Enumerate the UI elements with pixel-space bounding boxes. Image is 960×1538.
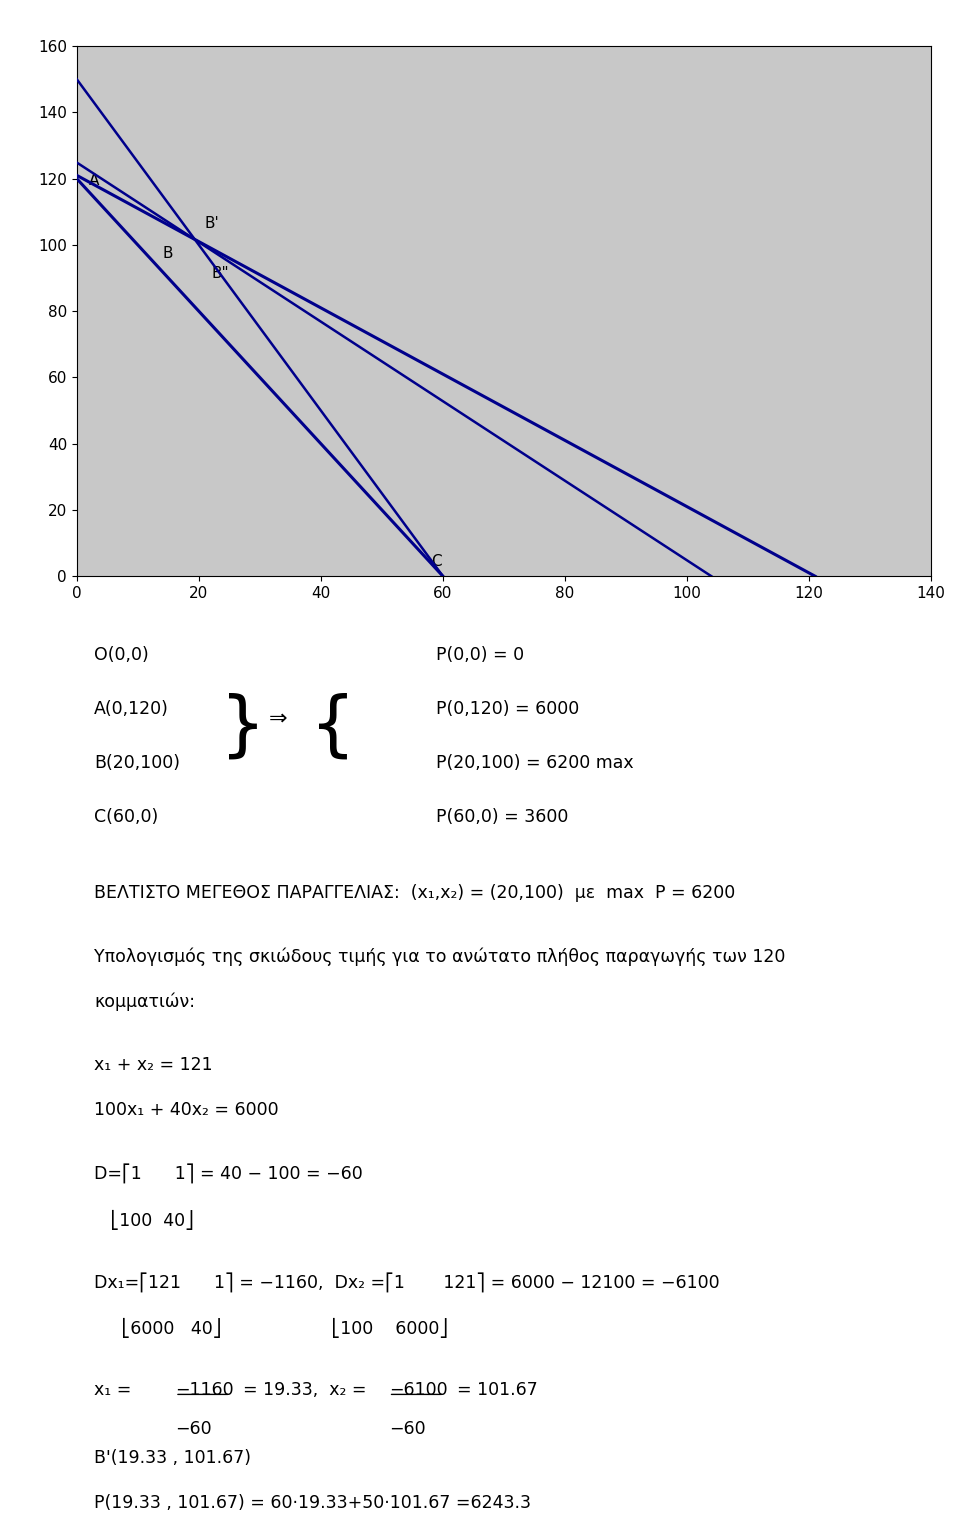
Text: Υπολογισμός της σκιώδους τιμής για το ανώτατο πλήθος παραγωγής των 120: Υπολογισμός της σκιώδους τιμής για το αν… (94, 947, 785, 966)
Text: ⇒: ⇒ (268, 707, 287, 727)
Text: −1160: −1160 (175, 1381, 233, 1400)
Text: D=⎡1      1⎤ = 40 − 100 = −60: D=⎡1 1⎤ = 40 − 100 = −60 (94, 1164, 363, 1184)
Text: {: { (310, 692, 356, 761)
Text: x₁ =: x₁ = (94, 1381, 132, 1400)
Text: 100x₁ + 40x₂ = 6000: 100x₁ + 40x₂ = 6000 (94, 1101, 278, 1120)
Text: B: B (162, 246, 173, 261)
Text: ⎣6000   40⎦                    ⎣100    6000⎦: ⎣6000 40⎦ ⎣100 6000⎦ (94, 1318, 448, 1338)
Text: C(60,0): C(60,0) (94, 809, 158, 826)
Text: −60: −60 (389, 1420, 425, 1438)
Text: ⎣100  40⎦: ⎣100 40⎦ (94, 1210, 194, 1230)
Text: }: } (221, 692, 266, 761)
Text: Dx₁=⎡121      1⎤ = −1160,  Dx₂ =⎡1       121⎤ = 6000 − 12100 = −6100: Dx₁=⎡121 1⎤ = −1160, Dx₂ =⎡1 121⎤ = 6000… (94, 1273, 719, 1293)
Text: A(0,120): A(0,120) (94, 700, 169, 718)
Text: ΒΕΛΤΙΣΤΟ ΜΕΓΕΘΟΣ ΠΑΡΑΓΓΕΛΙΑΣ:  (x₁,x₂) = (20,100)  με  max  P = 6200: ΒΕΛΤΙΣΤΟ ΜΕΓΕΘΟΣ ΠΑΡΑΓΓΕΛΙΑΣ: (x₁,x₂) = … (94, 884, 735, 903)
Text: κομματιών:: κομματιών: (94, 994, 195, 1012)
Text: B(20,100): B(20,100) (94, 754, 180, 772)
Text: = 19.33,  x₂ =: = 19.33, x₂ = (244, 1381, 367, 1400)
Text: −60: −60 (175, 1420, 212, 1438)
Text: = 101.67: = 101.67 (457, 1381, 538, 1400)
Text: B": B" (211, 266, 228, 281)
Text: x₁ + x₂ = 121: x₁ + x₂ = 121 (94, 1057, 212, 1074)
Text: B'(19.33 , 101.67): B'(19.33 , 101.67) (94, 1449, 251, 1467)
Text: −6100: −6100 (389, 1381, 447, 1400)
Text: P(60,0) = 3600: P(60,0) = 3600 (436, 809, 568, 826)
Text: P(19.33 , 101.67) = 60·19.33+50·101.67 =6243.3: P(19.33 , 101.67) = 60·19.33+50·101.67 =… (94, 1493, 531, 1512)
Text: P(0,0) = 0: P(0,0) = 0 (436, 646, 524, 663)
Text: C: C (431, 554, 442, 569)
Text: B': B' (204, 217, 220, 231)
Text: P(0,120) = 6000: P(0,120) = 6000 (436, 700, 579, 718)
Text: P(20,100) = 6200 max: P(20,100) = 6200 max (436, 754, 634, 772)
Text: O(0,0): O(0,0) (94, 646, 149, 663)
Text: A: A (89, 174, 100, 188)
